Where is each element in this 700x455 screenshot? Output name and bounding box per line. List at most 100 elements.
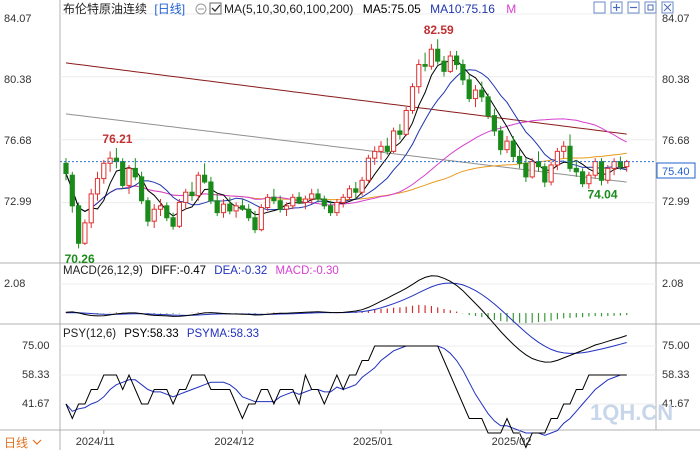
- ma-more-button[interactable]: M: [506, 2, 516, 16]
- macd-dea-line: [65, 282, 627, 354]
- current-price-box: [656, 162, 696, 179]
- candle-down: [517, 155, 523, 164]
- candle-up: [157, 205, 164, 210]
- ma5-line: [65, 59, 627, 217]
- candle-up: [605, 167, 611, 181]
- psy-tick-3: 41.67: [22, 398, 50, 410]
- candle-up: [195, 174, 201, 197]
- candle-up: [334, 201, 340, 214]
- candle-down: [441, 60, 447, 72]
- period-label: [日线]: [154, 2, 185, 16]
- candle-up: [283, 205, 290, 210]
- candle-up: [372, 150, 378, 159]
- candle-down: [466, 79, 472, 100]
- candle-up: [391, 130, 397, 152]
- psy-line: [65, 345, 627, 449]
- candle-up: [340, 196, 346, 203]
- candle-up: [176, 201, 183, 227]
- candle-down: [422, 64, 428, 67]
- candle-up: [359, 179, 365, 193]
- candle-up: [309, 193, 315, 200]
- symbol-name: 布伦特原油连续: [63, 1, 147, 16]
- minus-icon[interactable]: [627, 1, 640, 14]
- candle-up: [586, 174, 592, 185]
- macd-hist-value: MACD:-0.30: [276, 265, 339, 277]
- period-tab-label[interactable]: 日线: [4, 436, 28, 450]
- candle-up: [151, 208, 157, 222]
- candle-down: [113, 157, 120, 163]
- candle-down: [535, 161, 542, 168]
- candle-down: [573, 167, 579, 173]
- candle-down: [321, 198, 327, 207]
- ma5-value: MA5:75.05: [363, 2, 421, 16]
- candle-up: [529, 161, 535, 178]
- candlesticks: [63, 39, 630, 249]
- ma-settings-icon[interactable]: [195, 3, 207, 15]
- candle-up: [233, 205, 239, 212]
- current-price-label: 75.40: [662, 166, 690, 178]
- macd-dea-value: DEA:-0.32: [214, 265, 267, 277]
- candle-down: [208, 181, 214, 202]
- candle-up: [416, 64, 422, 88]
- candle-down: [132, 167, 138, 178]
- candle-down: [580, 171, 586, 185]
- candle-down: [384, 145, 390, 152]
- price-tick-3: 76.68: [4, 135, 32, 147]
- psy-tick-3-right: 41.67: [662, 398, 690, 410]
- square-icon[interactable]: [593, 1, 606, 14]
- candle-down: [567, 145, 573, 169]
- price-tick-1: 84.07: [4, 13, 32, 25]
- macd-legend: MACD(26,12,9) DIFF:-0.47 DEA:-0.32 MACD:…: [63, 265, 339, 277]
- candle-down: [479, 89, 485, 98]
- psyma-line: [65, 345, 627, 436]
- candle-up: [346, 188, 353, 198]
- x-tick-label: 2025/02: [492, 436, 532, 448]
- psy-tick-1: 75.00: [22, 340, 50, 352]
- candle-up: [504, 140, 510, 151]
- candle-up: [265, 196, 271, 209]
- psy-params: PSY(12,6): [63, 328, 116, 340]
- candle-up: [548, 164, 554, 183]
- candle-up: [107, 157, 113, 164]
- candle-up: [88, 193, 94, 224]
- candle-up: [220, 203, 227, 214]
- candle-down: [164, 205, 170, 219]
- candle-up: [126, 167, 132, 186]
- candle-up: [101, 162, 107, 180]
- expand-icon[interactable]: [644, 1, 657, 14]
- candle-down: [69, 174, 75, 207]
- price-annotations: 82.59 76.21 70.26 74.04: [65, 23, 618, 266]
- macd-tick-right: 2.08: [662, 278, 683, 290]
- candle-down: [542, 166, 548, 183]
- candle-down: [189, 191, 195, 197]
- candle-down: [145, 200, 151, 222]
- candle-down: [454, 55, 460, 66]
- period-tab[interactable]: 日线: [4, 436, 42, 450]
- plus-icon[interactable]: [610, 1, 623, 14]
- psy-tick-2-right: 58.33: [662, 369, 690, 381]
- chart-title: 布伦特原油连续 [日线]: [63, 1, 185, 16]
- candle-down: [227, 203, 233, 212]
- ma-toggle-checkbox[interactable]: [209, 2, 222, 15]
- candle-up: [561, 145, 567, 152]
- macd-dif-value: DIFF:-0.47: [151, 265, 206, 277]
- annotation-label: 82.59: [424, 23, 454, 37]
- psy-panel: [65, 345, 627, 449]
- candle-up: [428, 48, 434, 67]
- chevron-down-icon: [32, 439, 42, 445]
- close-icon[interactable]: [661, 1, 674, 14]
- x-axis-labels: 2024/11 2024/12 2025/01 2025/02: [76, 430, 532, 448]
- macd-panel: [65, 275, 628, 363]
- ma-legend: MA(5,10,30,60,100,200) MA5:75.05 MA10:75…: [224, 2, 516, 16]
- price-axis: 84.07 84.07 80.38 80.38 76.68 76.68 72.9…: [4, 13, 690, 208]
- gridlines: [60, 13, 656, 405]
- candle-up: [472, 89, 479, 100]
- candle-down: [63, 162, 69, 174]
- price-tick-2: 80.38: [4, 74, 32, 86]
- candle-up: [409, 86, 416, 112]
- macd-tick: 2.08: [4, 278, 25, 290]
- annotation-label: 74.04: [588, 188, 618, 202]
- psy-legend: PSY(12,6) PSY:58.33 PSYMA:58.33: [63, 328, 259, 340]
